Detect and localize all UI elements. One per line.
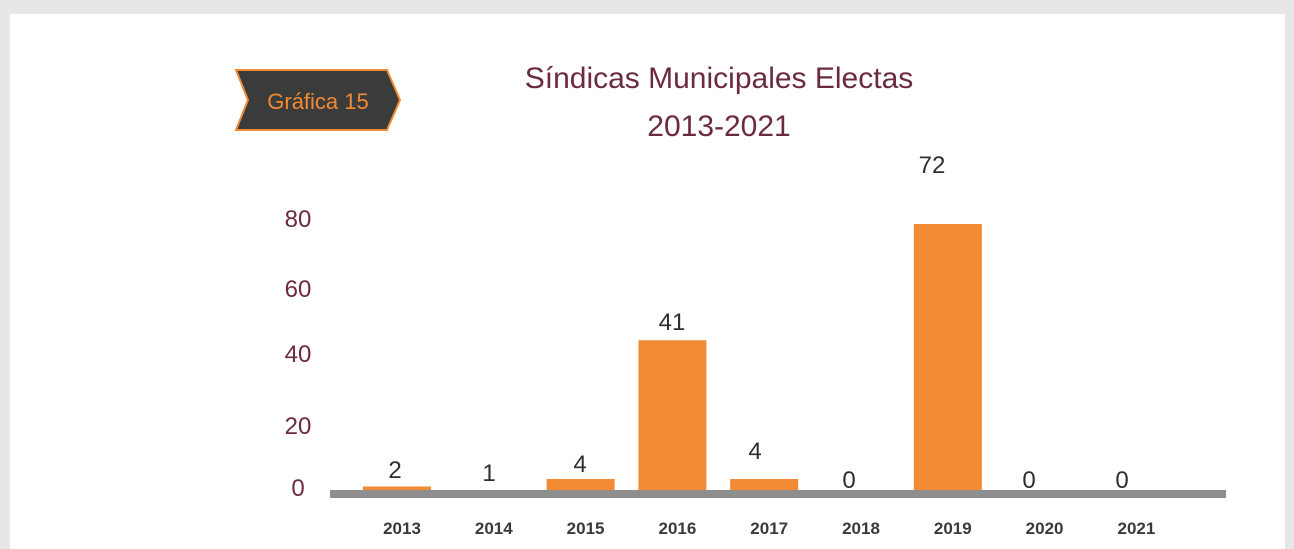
y-tick-label: 60 <box>285 276 312 303</box>
data-label-2017: 4 <box>748 438 761 465</box>
y-tick-label: 40 <box>285 341 312 368</box>
badge-label: Gráfica 15 <box>267 89 369 114</box>
y-tick-label: 80 <box>285 206 312 233</box>
x-axis-ticks: 2013 2014 2015 2016 2017 2018 2019 2020 2021 <box>383 519 1155 538</box>
x-tick-label: 2018 <box>842 519 880 538</box>
x-tick-label: 2017 <box>750 519 788 538</box>
bar-2019 <box>913 224 982 494</box>
bar-series <box>363 224 982 494</box>
bar-2016 <box>638 340 707 494</box>
x-tick-label: 2021 <box>1117 519 1155 538</box>
x-tick-label: 2014 <box>475 519 513 538</box>
y-tick-label: 0 <box>291 475 304 502</box>
badge-arrow-shape <box>234 69 402 131</box>
chart-badge: Gráfica 15 <box>234 69 402 131</box>
data-label-2015: 4 <box>573 451 586 478</box>
x-tick-label: 2016 <box>658 519 696 538</box>
x-tick-label: 2015 <box>567 519 605 538</box>
x-tick-label: 2013 <box>383 519 421 538</box>
data-label-2013: 2 <box>388 457 401 484</box>
chart-title: Síndicas Municipales Electas <box>525 62 914 95</box>
data-label-2020: 0 <box>1022 467 1035 494</box>
data-label-2014: 1 <box>482 460 495 487</box>
data-label-2018: 0 <box>842 467 855 494</box>
x-tick-label: 2020 <box>1026 519 1064 538</box>
y-tick-label: 20 <box>285 413 312 440</box>
y-axis-ticks: 0 20 40 60 80 <box>285 206 312 502</box>
data-label-2021: 0 <box>1115 467 1128 494</box>
data-label-2016: 41 <box>659 309 686 336</box>
data-labels: 2 1 4 41 4 0 72 0 0 <box>388 152 1128 494</box>
chart-subtitle: 2013-2021 <box>647 110 790 143</box>
data-label-2019: 72 <box>919 152 946 179</box>
x-tick-label: 2019 <box>934 519 972 538</box>
